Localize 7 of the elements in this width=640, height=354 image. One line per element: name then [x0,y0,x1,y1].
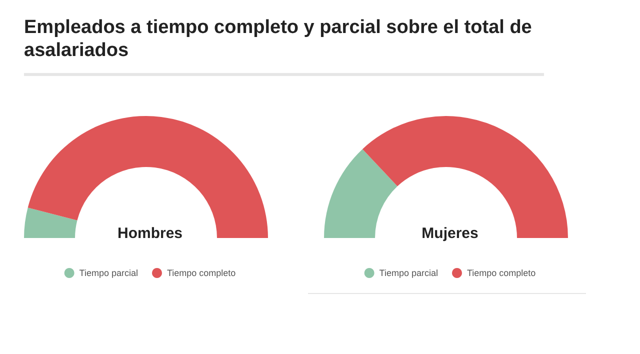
legend-label: Tiempo parcial [79,268,138,278]
legend-label: Tiempo completo [466,268,536,278]
legend-label: Tiempo completo [166,268,236,278]
text: Mujeres [422,225,478,242]
chart-title: Empleados a tiempo completo y parcial sobre el total de asalariados [24,16,533,62]
legend-label: Tiempo parcial [379,268,438,278]
text: Hombres [117,225,183,242]
